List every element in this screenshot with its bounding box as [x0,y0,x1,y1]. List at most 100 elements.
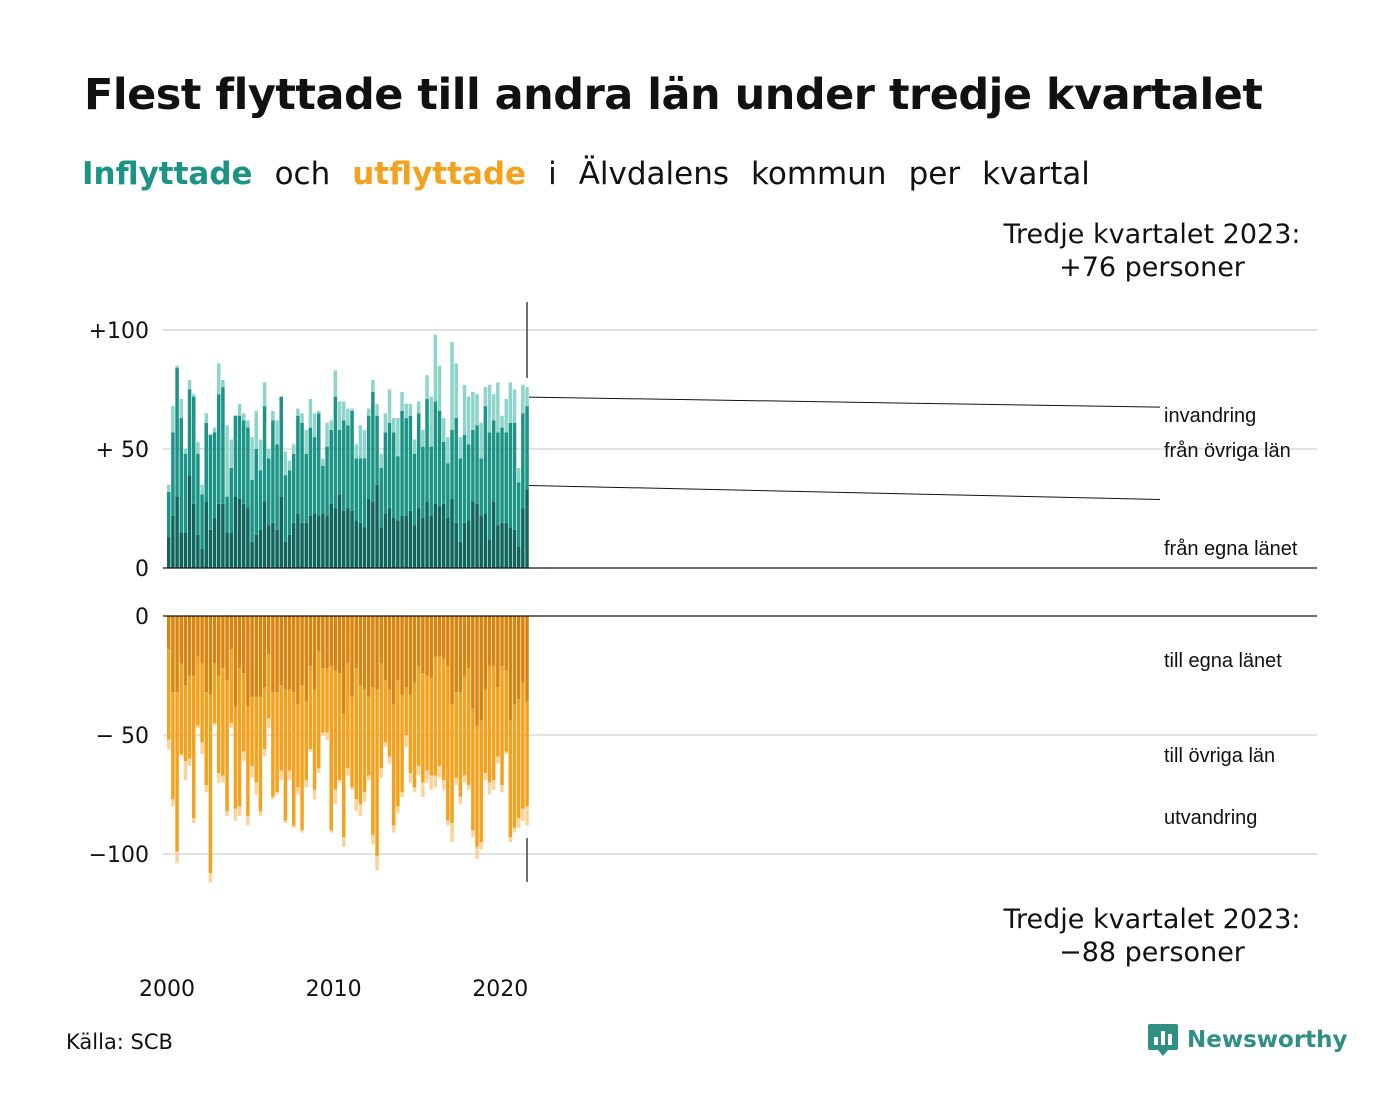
bar-immigration [462,384,467,435]
bar-to-own-county [450,616,454,705]
bar-immigration [450,341,454,430]
bar-immigration [375,403,379,416]
subtitle-word: per [908,156,961,192]
bar-from-own-county [287,534,292,568]
bar-from-other-counties [287,470,292,535]
y-tick-label: + 50 [96,438,149,463]
bar-to-own-county [200,616,204,664]
bar-to-other-counties [266,654,271,719]
bar-to-own-county [208,616,213,695]
bar-to-other-counties [400,694,404,793]
bar-to-other-counties [271,692,275,797]
bar-from-other-counties [471,429,475,502]
bar-to-own-county [525,616,529,702]
bar-emigration [304,780,308,788]
bar-from-own-county [466,520,471,568]
bar-to-other-counties [391,704,396,826]
bar-emigration [458,796,463,805]
bar-from-own-county [446,518,450,568]
bar-immigration [179,399,183,419]
bar-emigration [308,749,313,752]
bar-from-own-county [429,515,433,568]
bar-to-other-counties [250,696,254,766]
bar-to-own-county [396,616,400,681]
bar-from-other-counties [512,422,517,530]
bar-to-other-counties [325,668,329,733]
bar-immigration [491,394,496,421]
bar-emigration [221,775,225,783]
subtitle-utflyttade: utflyttade [352,156,527,192]
bar-from-own-county [458,541,463,568]
bar-immigration [325,422,329,447]
bar-immigration [391,418,396,433]
bar-from-own-county [504,522,508,568]
bar-to-other-counties [279,685,283,771]
bar-emigration [300,830,304,833]
bar-from-own-county [204,501,208,568]
bar-from-other-counties [254,449,258,535]
bar-from-own-county [291,522,296,568]
bar-from-own-county [312,513,317,568]
bar-emigration [246,815,250,826]
bar-emigration [433,775,438,788]
bar-emigration [167,739,171,750]
bar-from-other-counties [291,453,296,523]
bar-emigration [404,735,408,747]
bar-to-other-counties [437,656,442,766]
bar-from-other-counties [483,406,488,514]
bar-to-other-counties [354,668,358,800]
bar-from-other-counties [300,422,304,523]
bar-from-other-counties [458,458,463,542]
bar-from-own-county [283,541,288,568]
bar-emigration [429,775,433,790]
subtitle-word: i [548,156,557,192]
bar-immigration [354,444,358,459]
series-label-emigration: utvandring [1164,807,1257,829]
bar-to-other-counties [296,704,300,788]
bar-to-own-county [346,616,350,664]
bar-immigration [237,403,242,416]
bar-from-other-counties [404,418,408,516]
bar-immigration [337,401,342,430]
bar-to-other-counties [304,701,308,781]
bar-from-other-counties [192,396,196,504]
bar-from-own-county [237,498,242,568]
bar-emigration [491,780,496,790]
bar-from-other-counties [241,420,246,504]
bar-to-own-county [496,616,500,688]
bar-emigration [350,787,354,790]
bar-from-other-counties [179,418,183,533]
bar-to-other-counties [379,663,383,769]
bar-from-own-county [325,515,329,568]
bar-immigration [196,441,200,454]
bar-to-own-county [250,616,254,697]
brand-logo[interactable]: Newsworthy [1147,1022,1348,1058]
bar-emigration [412,787,417,793]
bar-to-own-county [366,616,371,697]
bar-emigration [466,784,471,790]
bar-from-other-counties [516,482,521,547]
bar-to-own-county [483,616,488,690]
y-tick-label: 0 [135,605,149,630]
bar-from-other-counties [491,420,496,502]
bar-to-other-counties [446,665,450,821]
bar-emigration [416,765,421,776]
bar-to-other-counties [483,689,488,774]
bar-immigration [504,399,508,433]
bar-to-other-counties [450,704,454,824]
bar-emigration [479,842,483,850]
bar-from-other-counties [521,413,525,509]
bar-immigration [396,418,400,457]
bar-from-own-county [391,518,396,568]
bar-immigration [312,413,317,438]
bar-from-own-county [346,508,350,568]
bar-to-own-county [387,616,392,690]
bar-from-own-county [233,496,238,568]
bar-from-own-county [491,501,496,568]
bar-from-own-county [383,513,388,568]
bar-to-other-counties [229,649,233,724]
bar-emigration [291,825,296,828]
bar-from-other-counties [221,387,225,504]
bar-to-own-county [441,616,446,659]
bar-to-own-county [308,616,313,666]
